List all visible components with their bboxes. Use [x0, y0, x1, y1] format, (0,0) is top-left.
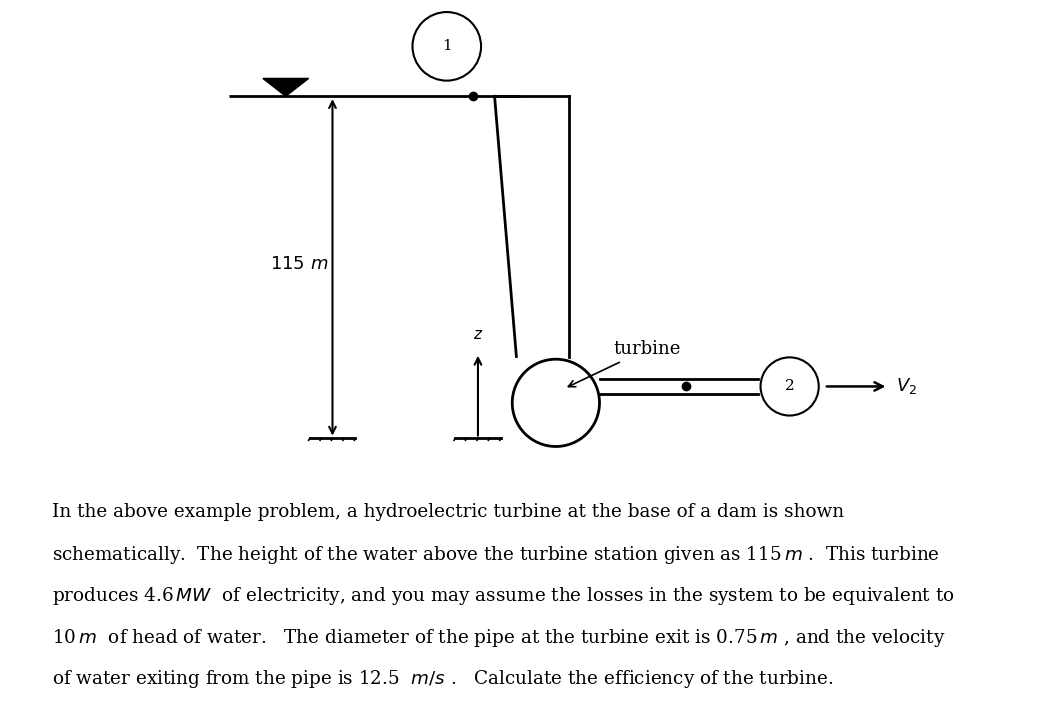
Text: 2: 2 [784, 379, 795, 394]
Text: $V_2$: $V_2$ [896, 376, 916, 396]
Text: In the above example problem, a hydroelectric turbine at the base of a dam is sh: In the above example problem, a hydroele… [52, 503, 844, 520]
Text: $115\ m$: $115\ m$ [270, 255, 328, 273]
Text: produces 4.6$\,MW$  of electricity, and you may assume the losses in the system : produces 4.6$\,MW$ of electricity, and y… [52, 585, 955, 607]
Text: schematically.  The height of the water above the turbine station given as 115$\: schematically. The height of the water a… [52, 544, 940, 566]
Polygon shape [263, 78, 309, 96]
Text: of water exiting from the pipe is 12.5  $m/s$ .   Calculate the efficiency of th: of water exiting from the pipe is 12.5 $… [52, 668, 833, 690]
Text: $z$: $z$ [473, 328, 483, 342]
Text: 10$\,m$  of head of water.   The diameter of the pipe at the turbine exit is 0.7: 10$\,m$ of head of water. The diameter o… [52, 627, 945, 649]
Text: turbine: turbine [568, 340, 681, 386]
Text: 1: 1 [442, 39, 452, 53]
